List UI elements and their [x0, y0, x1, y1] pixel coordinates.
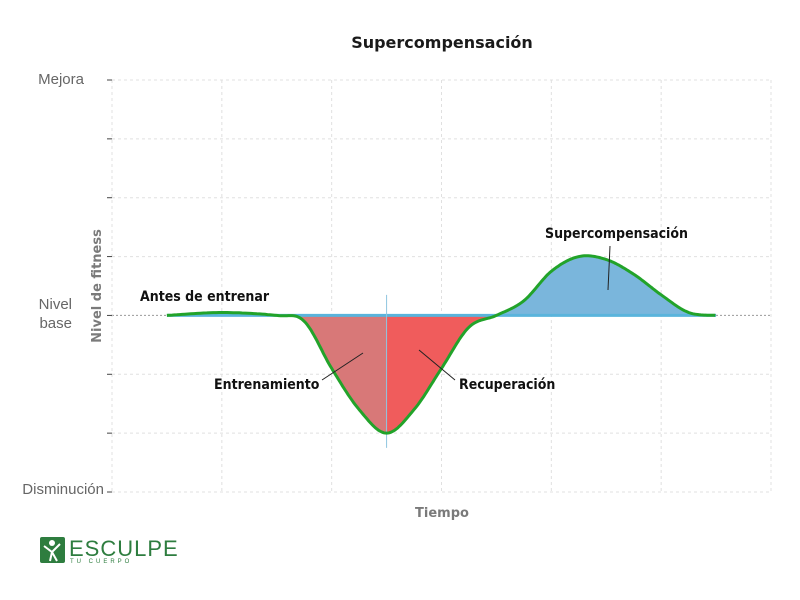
y-tick-label-nivel: Nivel	[39, 296, 72, 313]
chart-title: Supercompensación	[351, 33, 533, 52]
logo-figure-head	[49, 540, 55, 546]
leader-supercompensacion	[607, 245, 611, 291]
logo-tagline: TU CUERPO	[70, 559, 132, 565]
region-entrenamiento	[276, 315, 387, 434]
y-tick-label-nivel-line2: base	[39, 315, 72, 332]
fitness-figure-icon	[40, 537, 65, 563]
y-tick-label-mejora: Mejora	[38, 71, 85, 88]
logo-name: ESCULPE	[69, 536, 179, 561]
y-axis-title: Nivel de fitness	[90, 229, 105, 343]
y-tick-label-nivel-line1: Nivel	[39, 296, 72, 313]
annotation-antes-de-entrenar: Antes de entrenar	[140, 289, 270, 305]
leader-recuperacion	[418, 349, 456, 381]
region-recuperacion	[386, 315, 497, 434]
y-tick-label-disminucion: Disminución	[22, 481, 104, 498]
annotation-recuperacion: Recuperación	[459, 377, 555, 393]
annotation-entrenamiento: Entrenamiento	[214, 377, 320, 393]
y-ticks	[107, 79, 112, 493]
annotation-supercompensacion: Supercompensación	[545, 226, 688, 242]
x-axis-title: Tiempo	[415, 506, 469, 521]
leader-entrenamiento	[321, 352, 364, 381]
grid	[111, 79, 772, 493]
y-tick-label-base: base	[39, 315, 72, 332]
logo: ESCULPE TU CUERPO	[40, 536, 179, 565]
logo-figure-body	[43, 543, 61, 562]
fitness-curve	[166, 254, 716, 435]
region-supercompensacion	[496, 255, 717, 316]
